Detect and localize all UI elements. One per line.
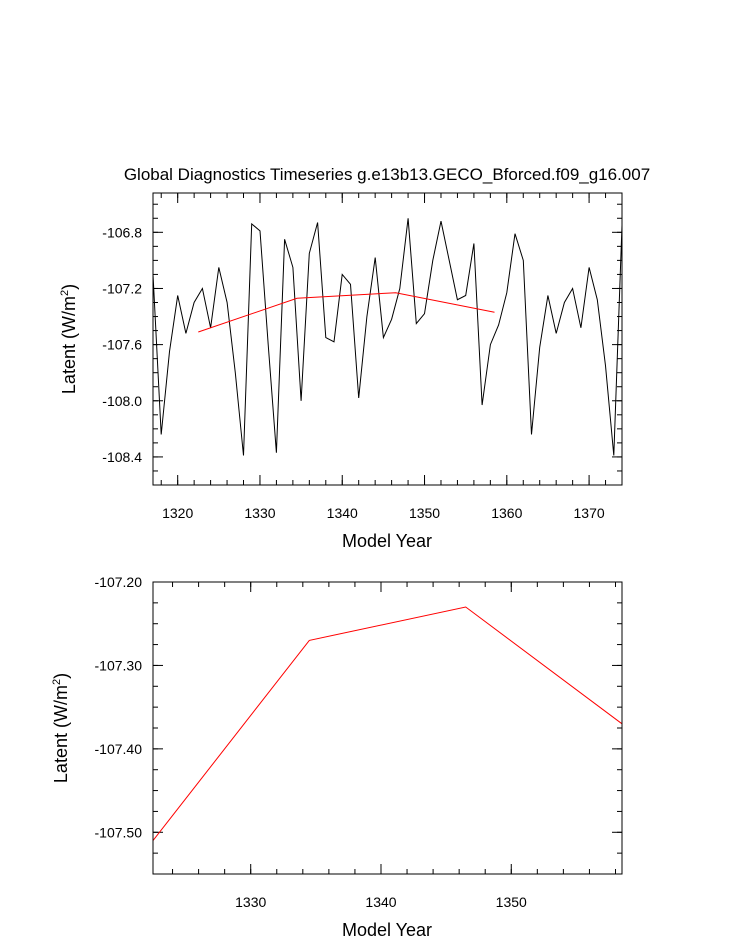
bottom-minor-ticks (153, 581, 622, 875)
running-mean-line (152, 606, 623, 841)
top-x-axis-label: Model Year (342, 531, 432, 551)
chart-title: Global Diagnostics Timeseries g.e13b13.G… (124, 165, 650, 184)
top-y-axis-label-sup: 2 (59, 290, 71, 296)
bottom-plot-frame (152, 581, 623, 875)
bottom-chart: 1330 1340 1350 -107.20 -107.30 -107.40 -107.5… (51, 574, 623, 940)
y-tick-label: -106.8 (102, 224, 142, 240)
y-tick-label: -107.2 (102, 280, 142, 296)
top-plot-frame (152, 192, 623, 486)
top-chart: Global Diagnostics Timeseries g.e13b13.G… (59, 165, 650, 551)
bottom-x-axis-label: Model Year (342, 920, 432, 940)
bottom-y-tick-labels: -107.20 -107.30 -107.40 -107.50 (95, 574, 143, 840)
bottom-series (152, 606, 623, 841)
x-tick-label: 1370 (574, 505, 605, 521)
y-tick-label: -108.4 (102, 449, 142, 465)
y-tick-label: -108.0 (102, 393, 142, 409)
bottom-y-axis-label-sup: 2 (51, 679, 63, 685)
annual-series-line (152, 218, 623, 456)
bottom-x-tick-labels: 1330 1340 1350 (235, 894, 527, 910)
x-tick-label: 1330 (244, 505, 275, 521)
top-x-tick-labels: 1320 1330 1340 1350 1360 1370 (162, 505, 605, 521)
x-tick-label: 1350 (409, 505, 440, 521)
x-tick-label: 1340 (327, 505, 358, 521)
y-tick-label: -107.30 (95, 657, 143, 673)
y-tick-label: -107.20 (95, 574, 143, 590)
x-tick-label: 1340 (365, 894, 396, 910)
top-y-axis-label-main: Latent (W/m (59, 296, 79, 394)
bottom-y-axis-label-main: Latent (W/m (51, 685, 71, 783)
top-minor-ticks (153, 193, 623, 486)
x-tick-label: 1320 (162, 505, 193, 521)
running-mean-line (198, 292, 495, 333)
top-y-tick-labels: -106.8 -107.2 -107.6 -108.0 -108.4 (102, 224, 142, 465)
top-major-ticks (153, 193, 622, 485)
top-series (152, 218, 623, 456)
top-y-axis-label-end: ) (59, 284, 79, 290)
y-tick-label: -107.50 (95, 824, 143, 840)
top-y-axis-label: Latent (W/m2) (59, 284, 79, 394)
x-tick-label: 1360 (491, 505, 522, 521)
bottom-major-ticks (153, 581, 622, 874)
x-tick-label: 1350 (496, 894, 527, 910)
y-tick-label: -107.40 (95, 741, 143, 757)
bottom-y-axis-label-end: ) (51, 673, 71, 679)
bottom-y-axis-label: Latent (W/m2) (51, 673, 71, 783)
x-tick-label: 1330 (235, 894, 266, 910)
y-tick-label: -107.6 (102, 337, 142, 353)
